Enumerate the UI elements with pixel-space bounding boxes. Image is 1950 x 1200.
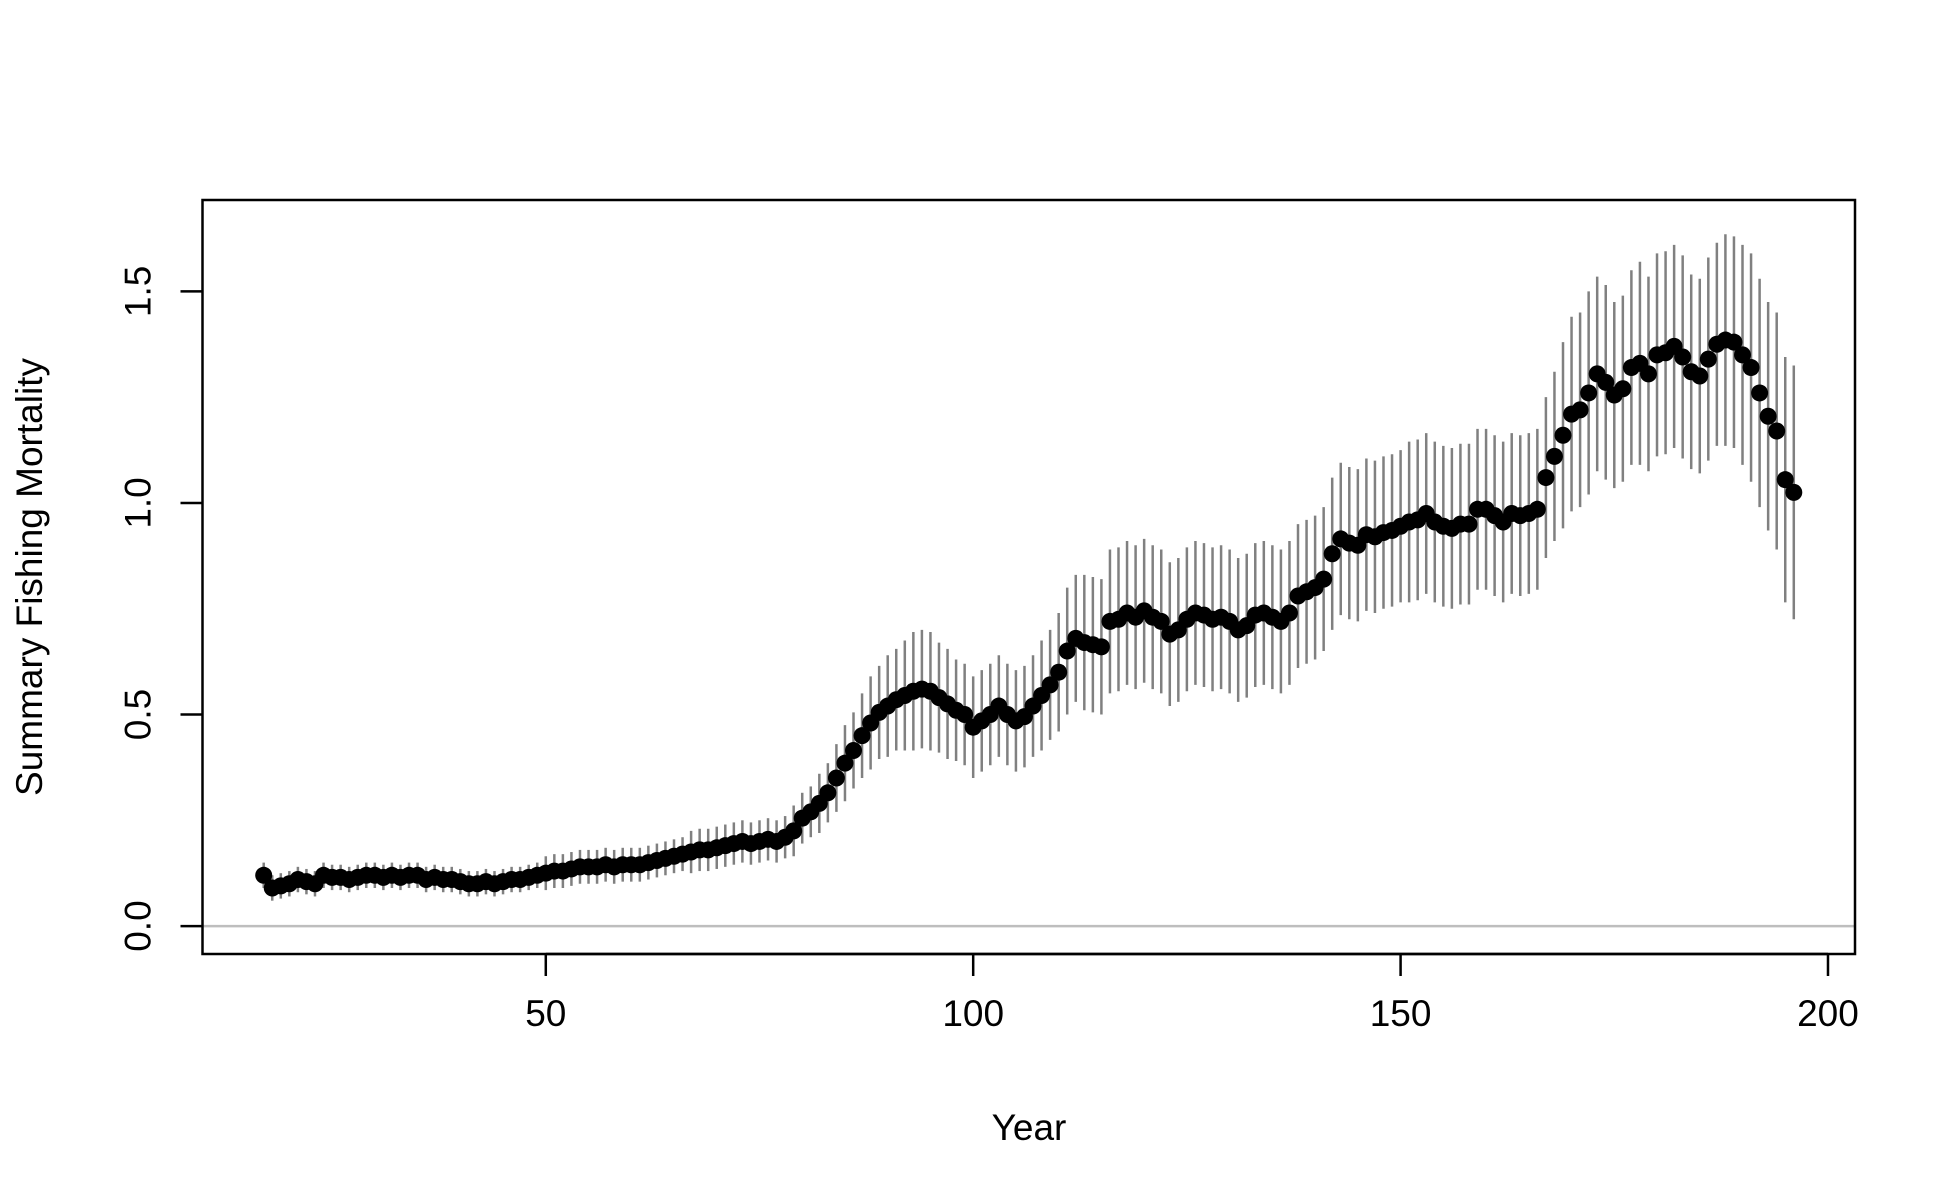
data-point bbox=[255, 866, 273, 884]
data-point bbox=[1639, 365, 1657, 383]
x-axis-title: Year bbox=[992, 1107, 1067, 1148]
data-point bbox=[1323, 545, 1341, 563]
data-point bbox=[785, 822, 803, 840]
x-tick-label: 50 bbox=[525, 993, 566, 1034]
data-point bbox=[1759, 407, 1777, 425]
data-point bbox=[1280, 604, 1298, 622]
data-point bbox=[1041, 676, 1059, 694]
y-axis-title: Summary Fishing Mortality bbox=[9, 358, 50, 796]
data-point bbox=[1554, 426, 1572, 444]
data-point bbox=[827, 769, 845, 787]
data-point bbox=[853, 727, 871, 745]
y-tick-label: 0.0 bbox=[118, 900, 159, 951]
data-point bbox=[1742, 359, 1760, 377]
data-point bbox=[1537, 469, 1555, 487]
data-point bbox=[1571, 401, 1589, 419]
data-point bbox=[1152, 612, 1170, 630]
data-point bbox=[1315, 570, 1333, 588]
data-point bbox=[836, 754, 854, 772]
x-tick-label: 200 bbox=[1797, 993, 1859, 1034]
data-point bbox=[1691, 367, 1709, 385]
x-tick-label: 100 bbox=[942, 993, 1004, 1034]
y-tick-label: 0.5 bbox=[118, 689, 159, 740]
data-point bbox=[819, 784, 837, 802]
data-point bbox=[1545, 447, 1563, 465]
data-point bbox=[1776, 471, 1794, 489]
data-point bbox=[1725, 333, 1743, 351]
plot-frame bbox=[201, 198, 1857, 956]
data-point bbox=[1751, 384, 1769, 402]
data-point bbox=[1092, 638, 1110, 656]
data-point bbox=[1768, 422, 1786, 440]
data-point bbox=[1058, 642, 1076, 660]
data-point bbox=[1734, 346, 1752, 364]
data-point bbox=[956, 706, 974, 724]
data-point bbox=[1528, 500, 1546, 518]
data-point bbox=[1580, 384, 1598, 402]
data-point bbox=[1699, 350, 1717, 368]
data-point bbox=[1050, 663, 1068, 681]
data-point bbox=[845, 741, 863, 759]
y-tick-label: 1.5 bbox=[118, 266, 159, 317]
data-point bbox=[1785, 483, 1803, 501]
data-point bbox=[1460, 515, 1478, 533]
x-tick-label: 150 bbox=[1370, 993, 1432, 1034]
data-point bbox=[1674, 348, 1692, 366]
data-point bbox=[1597, 373, 1615, 391]
data-point bbox=[1614, 380, 1632, 398]
y-tick-label: 1.0 bbox=[118, 477, 159, 528]
